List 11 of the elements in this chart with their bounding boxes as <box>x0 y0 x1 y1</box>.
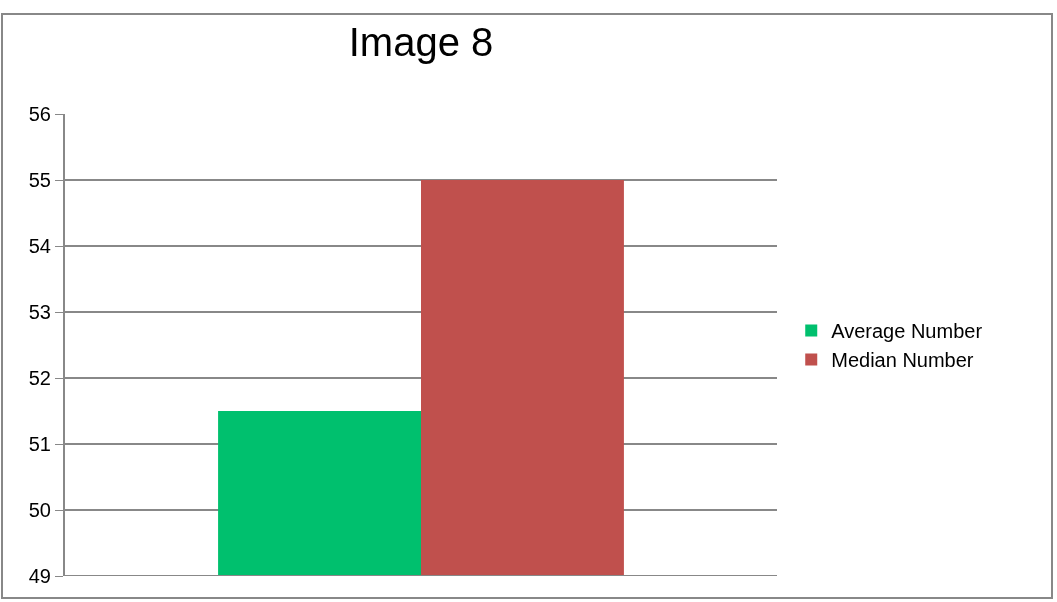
y-tick-label: 56 <box>28 103 51 125</box>
y-tick-label: 52 <box>28 367 51 389</box>
chart-title: Image 8 <box>348 20 494 65</box>
y-tick-label: 49 <box>28 565 51 587</box>
y-tick-label: 54 <box>28 235 51 257</box>
y-tick-label: 53 <box>28 301 51 323</box>
y-tick-label: 55 <box>28 169 51 191</box>
y-tick-label: 50 <box>28 499 51 521</box>
legend-label: Average Number <box>831 320 983 343</box>
legend-label: Median Number <box>831 349 974 372</box>
y-tick-label: 51 <box>28 433 51 455</box>
